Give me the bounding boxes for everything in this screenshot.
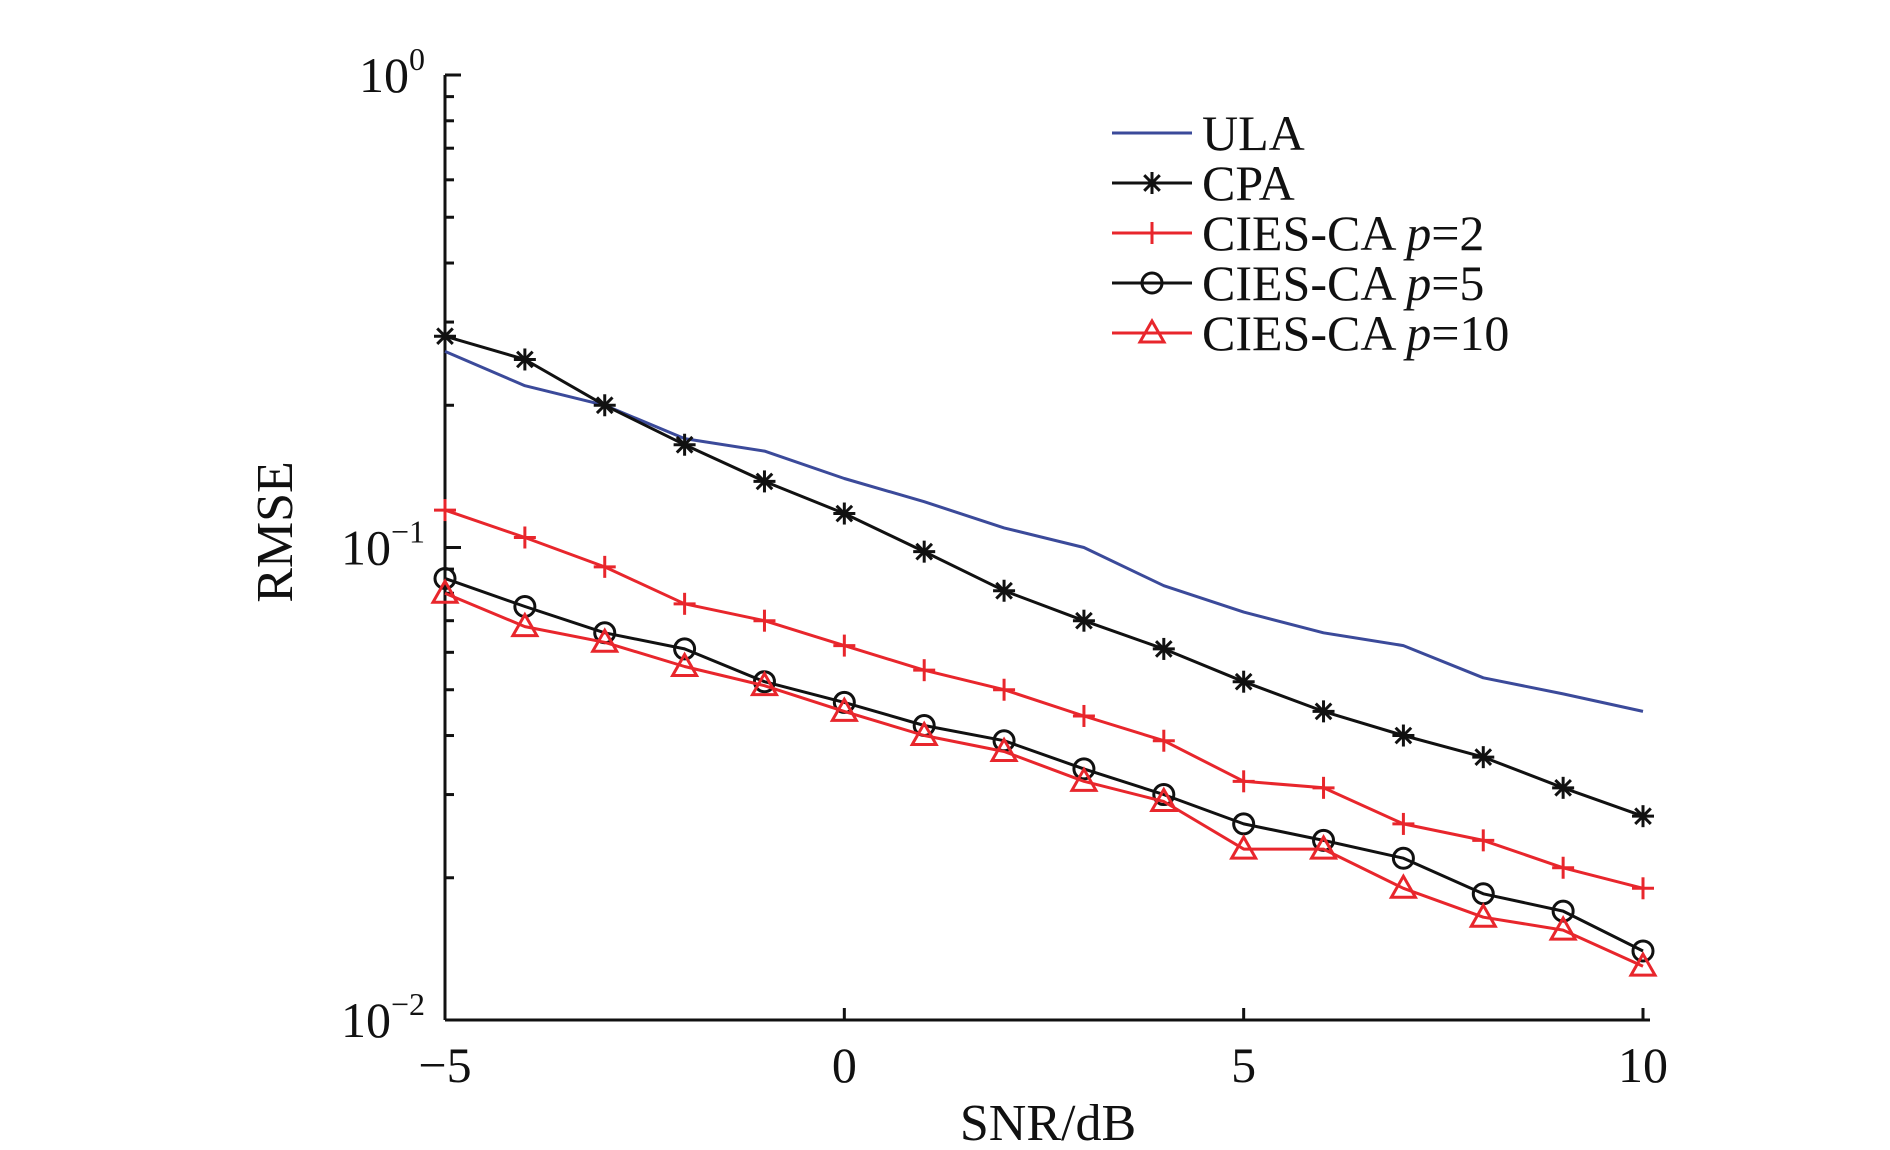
series-line <box>444 334 1644 818</box>
data-point-marker <box>1552 856 1575 879</box>
data-point-marker <box>909 720 939 747</box>
data-point-marker <box>1632 805 1654 828</box>
data-point-marker <box>829 696 859 722</box>
series-cies-ca-p-10 <box>430 578 1658 977</box>
data-point-marker <box>1149 786 1179 813</box>
data-point-marker <box>1628 951 1658 977</box>
series-cpa <box>434 325 1654 828</box>
data-point-marker <box>1551 899 1575 923</box>
data-point-marker <box>433 566 457 590</box>
data-point-marker <box>993 678 1016 701</box>
data-point-marker <box>753 470 776 493</box>
data-point-marker <box>670 651 700 677</box>
data-point-marker <box>1392 724 1415 747</box>
data-point-marker <box>593 555 616 578</box>
data-point-marker <box>673 433 696 456</box>
data-point-marker <box>1468 902 1498 928</box>
data-point-marker <box>1232 770 1255 793</box>
data-point-marker <box>1232 670 1255 693</box>
data-point-marker <box>993 579 1016 602</box>
data-point-marker <box>1391 846 1415 870</box>
data-point-marker <box>1152 637 1175 660</box>
data-point-marker <box>673 592 696 615</box>
data-point-marker <box>1152 729 1175 752</box>
data-point-marker <box>1312 700 1335 723</box>
y-axis-title: RMSE <box>247 461 304 603</box>
series-line <box>444 508 1644 890</box>
y-tick-label: 10−1 <box>341 514 425 576</box>
legend-entry: ULA <box>1112 105 1305 161</box>
data-point-marker <box>590 627 620 653</box>
x-tick-label: 5 <box>1231 1037 1256 1093</box>
y-tick-label: 10−2 <box>341 986 425 1048</box>
legend-marker <box>1140 271 1164 295</box>
data-point-marker <box>434 499 456 522</box>
data-point-marker <box>1232 812 1256 836</box>
data-point-marker <box>753 609 776 632</box>
data-point-marker <box>1388 873 1418 899</box>
legend-label: CIES-CA p=10 <box>1202 305 1509 361</box>
data-point-marker <box>1308 834 1339 860</box>
data-point-marker <box>1631 939 1655 963</box>
tick-labels: −5 0 5 10 100 10−1 10−2 <box>341 41 1668 1093</box>
x-axis-title: SNR/dB <box>960 1095 1136 1150</box>
series-layer <box>430 325 1658 977</box>
data-point-marker <box>1548 915 1578 941</box>
series-cies-ca-p-5 <box>433 566 1655 963</box>
data-point-marker <box>430 578 460 604</box>
data-point-marker <box>513 526 536 549</box>
data-point-marker <box>1552 776 1575 799</box>
data-point-marker <box>833 634 856 657</box>
data-point-marker <box>749 670 780 697</box>
data-point-marker <box>510 611 540 638</box>
legend-marker <box>1137 317 1167 344</box>
series-line <box>444 576 1644 953</box>
data-point-marker <box>1472 829 1495 852</box>
data-point-marker <box>1312 776 1335 799</box>
legend-label: CIES-CA p=5 <box>1202 255 1484 311</box>
data-point-marker <box>673 637 697 661</box>
legend-label: CPA <box>1202 155 1295 211</box>
data-point-marker <box>1229 834 1259 860</box>
y-tick-label: 100 <box>359 41 425 103</box>
series-ula <box>444 350 1644 713</box>
series-line <box>444 591 1644 968</box>
legend-label: ULA <box>1202 105 1305 161</box>
legend-marker <box>1141 172 1163 194</box>
data-point-marker <box>913 540 936 563</box>
data-point-marker <box>1152 783 1176 807</box>
x-tick-label: −5 <box>418 1037 471 1093</box>
data-point-marker <box>513 348 536 371</box>
data-point-marker <box>833 502 856 525</box>
data-point-marker <box>1392 812 1415 835</box>
data-point-marker <box>593 394 616 417</box>
data-point-marker <box>1632 877 1654 900</box>
legend-label: CIES-CA p=2 <box>1202 205 1484 261</box>
data-point-marker <box>1072 757 1096 781</box>
legend-marker <box>1141 222 1163 244</box>
x-tick-label: 0 <box>832 1037 857 1093</box>
legend-entry: CPA <box>1112 155 1295 211</box>
series-line <box>444 350 1644 713</box>
data-point-marker <box>1072 704 1095 727</box>
series-cies-ca-p-2 <box>434 499 1654 900</box>
x-tick-label: 10 <box>1618 1037 1668 1093</box>
data-point-marker <box>989 736 1019 763</box>
legend-entry: CIES-CA p=5 <box>1112 255 1484 311</box>
data-point-marker <box>1072 609 1095 632</box>
data-point-marker <box>913 659 936 682</box>
legend-entry: CIES-CA p=10 <box>1112 305 1509 361</box>
data-point-marker <box>1069 766 1099 792</box>
legend-entry: CIES-CA p=2 <box>1112 205 1484 261</box>
data-point-marker <box>1472 746 1495 769</box>
data-point-marker <box>434 325 456 348</box>
